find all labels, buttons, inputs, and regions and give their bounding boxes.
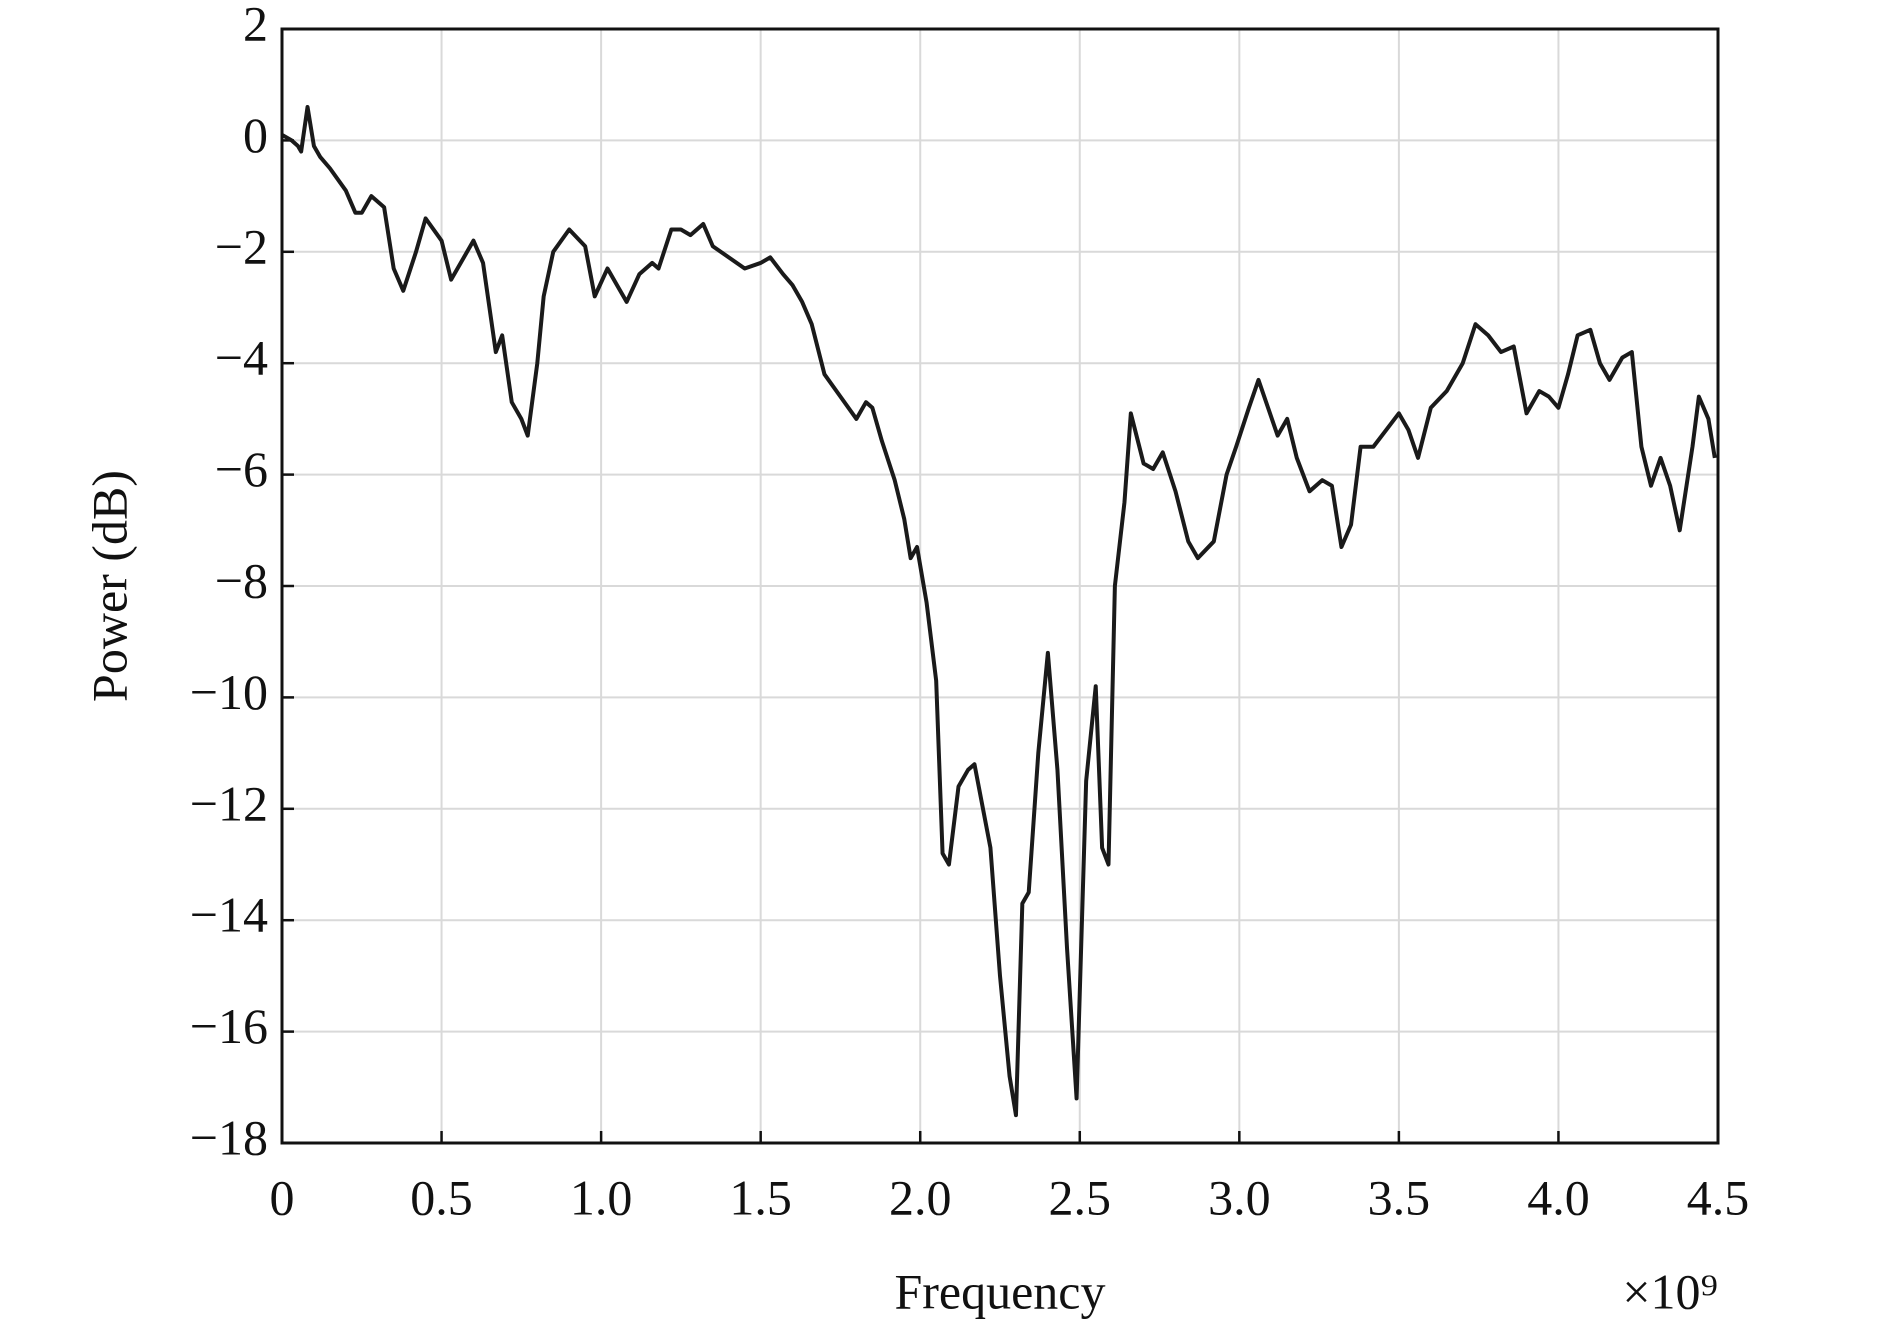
y-tick-label: −8 [215,552,268,608]
data-line [280,104,1717,1118]
x-multiplier: ×10⁹ [1622,1263,1718,1319]
y-tick-label: 0 [243,107,268,163]
y-tick-label: 2 [243,0,268,51]
y-tick-label: −6 [215,441,268,497]
x-tick-label: 1.0 [570,1169,633,1225]
x-tick-label: 2.5 [1049,1169,1112,1225]
y-tick-label: −16 [190,998,268,1054]
x-axis-label: Frequency [894,1263,1105,1319]
y-tick-label: −4 [215,330,268,386]
x-tick-label: 1.5 [729,1169,792,1225]
y-tick-label: −18 [190,1109,268,1165]
y-tick-label: −2 [215,218,268,274]
y-tick-label: −10 [190,664,268,720]
x-tick-label: 2.0 [889,1169,952,1225]
x-tick-label: 0.5 [410,1169,473,1225]
plot-frame [280,27,1720,1145]
x-tick-label: 4.0 [1527,1169,1590,1225]
x-tick-label: 4.5 [1687,1169,1750,1225]
x-tick-label: 3.5 [1368,1169,1431,1225]
x-tick-label: 0 [270,1169,295,1225]
y-tick-label: −14 [190,887,268,943]
y-tick-label: −12 [190,775,268,831]
x-tick-label: 3.0 [1208,1169,1271,1225]
y-axis-label: Power (dB) [81,470,137,702]
